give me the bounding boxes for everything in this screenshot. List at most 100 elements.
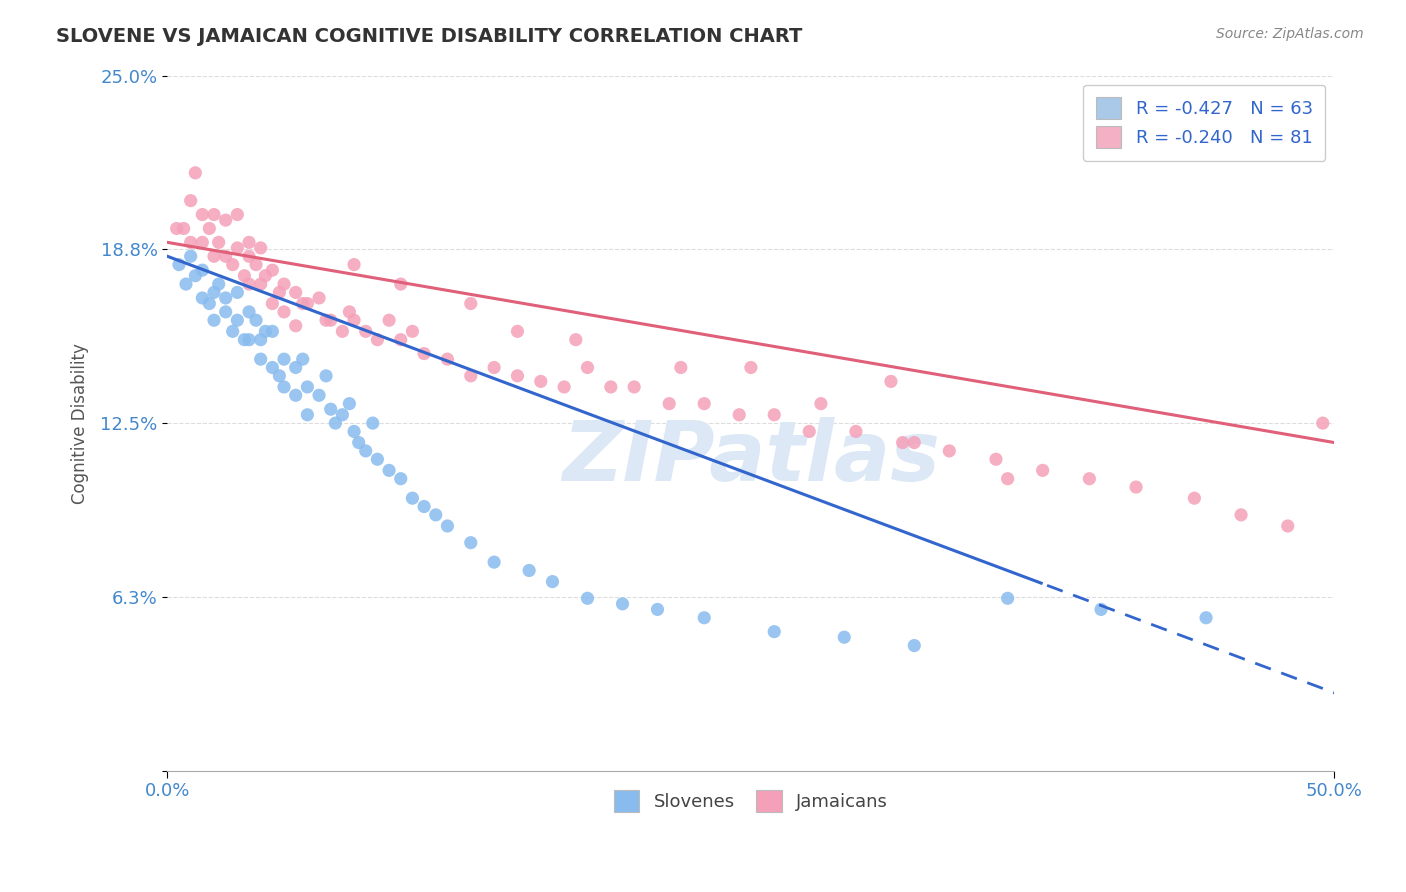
Point	[308, 291, 330, 305]
Point	[202, 249, 225, 263]
Point	[612, 597, 634, 611]
Point	[191, 235, 214, 250]
Point	[658, 397, 681, 411]
Point	[167, 258, 190, 272]
Point	[343, 425, 366, 439]
Point	[553, 380, 575, 394]
Point	[273, 352, 295, 367]
Point	[254, 324, 277, 338]
Point	[273, 277, 295, 291]
Point	[832, 630, 855, 644]
Point	[221, 258, 243, 272]
Point	[184, 166, 207, 180]
Point	[347, 435, 370, 450]
Point	[233, 333, 256, 347]
Point	[1277, 519, 1299, 533]
Point	[291, 296, 314, 310]
Point	[325, 416, 347, 430]
Point	[903, 435, 925, 450]
Point	[180, 249, 202, 263]
Point	[378, 313, 401, 327]
Point	[297, 408, 319, 422]
Point	[361, 416, 384, 430]
Point	[238, 305, 260, 319]
Legend: Slovenes, Jamaicans: Slovenes, Jamaicans	[602, 777, 901, 824]
Point	[997, 472, 1019, 486]
Point	[191, 291, 214, 305]
Point	[1032, 463, 1054, 477]
Point	[389, 472, 412, 486]
Text: SLOVENE VS JAMAICAN COGNITIVE DISABILITY CORRELATION CHART: SLOVENE VS JAMAICAN COGNITIVE DISABILITY…	[56, 27, 803, 45]
Point	[728, 408, 751, 422]
Point	[215, 291, 238, 305]
Point	[378, 463, 401, 477]
Point	[460, 535, 482, 549]
Point	[506, 324, 529, 338]
Point	[845, 425, 868, 439]
Point	[332, 408, 354, 422]
Point	[226, 313, 249, 327]
Point	[269, 285, 291, 300]
Point	[1312, 416, 1334, 430]
Point	[208, 235, 231, 250]
Point	[530, 375, 553, 389]
Point	[245, 258, 267, 272]
Point	[180, 194, 202, 208]
Point	[284, 285, 307, 300]
Point	[262, 263, 284, 277]
Point	[389, 277, 412, 291]
Point	[425, 508, 447, 522]
Point	[1090, 602, 1112, 616]
Point	[647, 602, 669, 616]
Point	[215, 249, 238, 263]
Point	[576, 360, 599, 375]
Point	[1078, 472, 1101, 486]
Point	[174, 277, 197, 291]
Point	[565, 333, 588, 347]
Point	[198, 296, 221, 310]
Point	[249, 333, 271, 347]
Point	[506, 368, 529, 383]
Point	[238, 249, 260, 263]
Point	[541, 574, 564, 589]
Point	[903, 639, 925, 653]
Point	[269, 368, 291, 383]
Point	[389, 333, 412, 347]
Point	[669, 360, 692, 375]
Point	[208, 277, 231, 291]
Point	[308, 388, 330, 402]
Point	[460, 296, 482, 310]
Point	[401, 324, 423, 338]
Point	[1125, 480, 1147, 494]
Point	[180, 235, 202, 250]
Point	[215, 213, 238, 227]
Point	[291, 352, 314, 367]
Point	[226, 208, 249, 222]
Point	[202, 208, 225, 222]
Point	[576, 591, 599, 606]
Point	[880, 375, 903, 389]
Point	[810, 397, 832, 411]
Point	[249, 352, 271, 367]
Point	[284, 360, 307, 375]
Point	[332, 324, 354, 338]
Point	[366, 333, 388, 347]
Point	[215, 305, 238, 319]
Point	[339, 397, 361, 411]
Point	[184, 268, 207, 283]
Point	[226, 241, 249, 255]
Point	[198, 221, 221, 235]
Point	[249, 277, 271, 291]
Point	[202, 285, 225, 300]
Point	[319, 313, 342, 327]
Point	[517, 564, 540, 578]
Point	[1195, 611, 1218, 625]
Point	[436, 352, 458, 367]
Point	[297, 380, 319, 394]
Point	[763, 408, 786, 422]
Point	[262, 296, 284, 310]
Point	[233, 268, 256, 283]
Point	[245, 313, 267, 327]
Point	[460, 368, 482, 383]
Point	[799, 425, 821, 439]
